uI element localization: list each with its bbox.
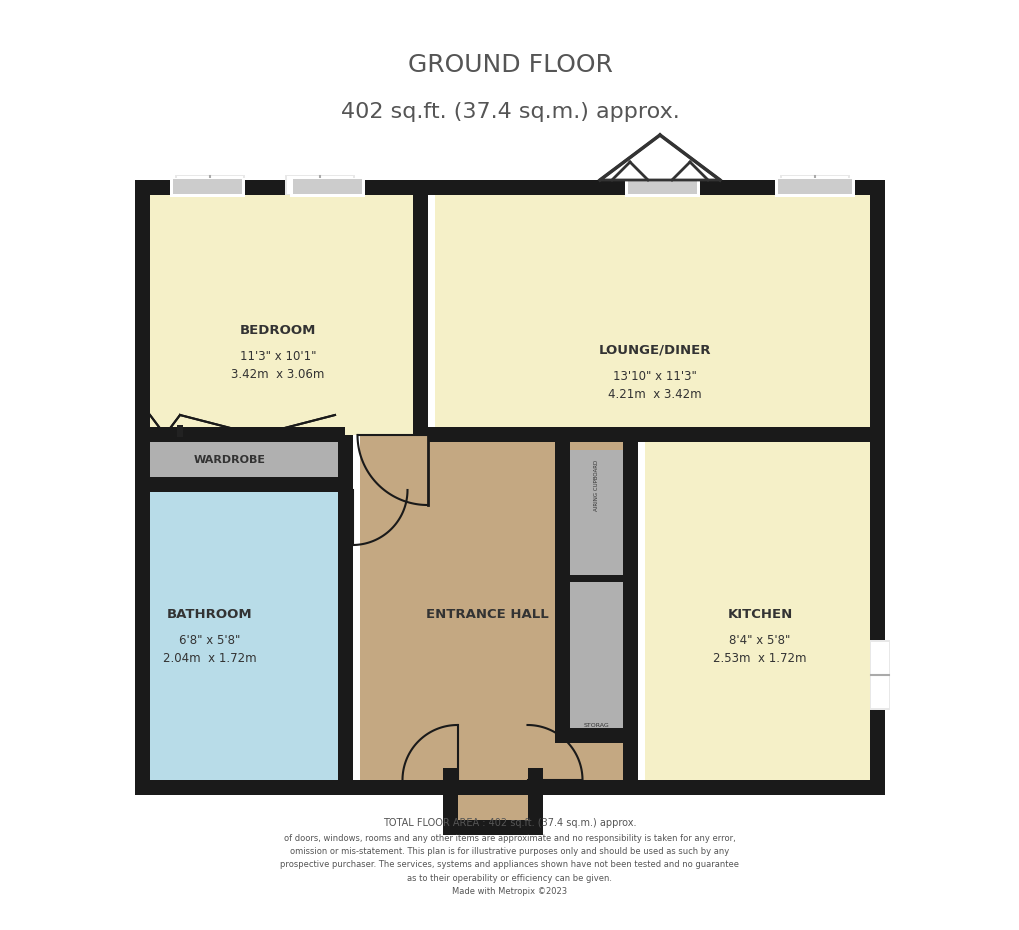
Bar: [412, 180, 427, 435]
Bar: [360, 435, 630, 780]
Text: 13'10" x 11'3"
4.21m  x 3.42m: 13'10" x 11'3" 4.21m x 3.42m: [607, 369, 701, 401]
Bar: [427, 428, 561, 443]
Bar: [177, 176, 243, 194]
Bar: [782, 176, 847, 194]
Bar: [561, 727, 630, 742]
Bar: [135, 780, 884, 795]
Bar: [150, 485, 344, 780]
Bar: [644, 435, 884, 780]
Bar: [774, 178, 854, 197]
Bar: [286, 176, 353, 194]
Bar: [135, 477, 344, 493]
Bar: [289, 178, 365, 197]
Text: WARDROBE: WARDROBE: [194, 455, 266, 465]
Bar: [175, 175, 245, 195]
Bar: [869, 180, 884, 795]
Bar: [135, 180, 884, 195]
Text: 402 sq.ft. (37.4 sq.m.) approx.: 402 sq.ft. (37.4 sq.m.) approx.: [340, 101, 679, 122]
Bar: [170, 178, 245, 197]
Bar: [632, 176, 697, 194]
Bar: [150, 435, 344, 485]
Bar: [561, 575, 630, 582]
Bar: [622, 435, 637, 795]
Bar: [284, 175, 355, 195]
Polygon shape: [599, 135, 719, 180]
Bar: [561, 428, 630, 443]
Text: of doors, windows, rooms and any other items are approximate and no responsibili: of doors, windows, rooms and any other i…: [280, 834, 739, 896]
Text: ENTRANCE HALL: ENTRANCE HALL: [425, 608, 548, 621]
Text: GROUND FLOOR: GROUND FLOOR: [408, 53, 611, 77]
Bar: [625, 178, 699, 197]
Bar: [561, 450, 630, 578]
Bar: [434, 180, 884, 435]
Text: BEDROOM: BEDROOM: [239, 324, 316, 337]
Bar: [535, 780, 884, 795]
Bar: [150, 180, 420, 435]
Bar: [630, 175, 699, 195]
Bar: [622, 428, 637, 742]
Bar: [554, 428, 569, 742]
Bar: [780, 175, 849, 195]
Bar: [337, 435, 353, 485]
Text: BATHROOM: BATHROOM: [167, 608, 253, 621]
Text: KITCHEN: KITCHEN: [727, 608, 792, 621]
Bar: [135, 180, 150, 795]
Bar: [442, 768, 458, 835]
Bar: [870, 642, 889, 708]
Bar: [628, 179, 696, 194]
Bar: [869, 640, 890, 710]
Bar: [337, 435, 353, 795]
Text: 8'4" x 5'8"
2.53m  x 1.72m: 8'4" x 5'8" 2.53m x 1.72m: [712, 634, 806, 666]
Bar: [777, 179, 851, 194]
Bar: [177, 425, 182, 437]
Bar: [442, 820, 542, 835]
Bar: [173, 179, 242, 194]
Text: 11'3" x 10'1"
3.42m  x 3.06m: 11'3" x 10'1" 3.42m x 3.06m: [231, 350, 324, 380]
Bar: [449, 768, 535, 835]
Text: TOTAL FLOOR AREA : 402 sq.ft. (37.4 sq.m.) approx.: TOTAL FLOOR AREA : 402 sq.ft. (37.4 sq.m…: [383, 818, 636, 828]
Text: AIRING CUPBOARD: AIRING CUPBOARD: [593, 459, 598, 511]
Text: LOUNGE/DINER: LOUNGE/DINER: [598, 343, 710, 356]
Bar: [135, 780, 449, 795]
Bar: [292, 179, 362, 194]
Bar: [630, 428, 884, 443]
Bar: [527, 768, 542, 835]
Text: 6'8" x 5'8"
2.04m  x 1.72m: 6'8" x 5'8" 2.04m x 1.72m: [163, 634, 257, 666]
Bar: [135, 428, 344, 443]
Text: STORAG: STORAG: [583, 723, 608, 727]
Bar: [561, 578, 630, 735]
